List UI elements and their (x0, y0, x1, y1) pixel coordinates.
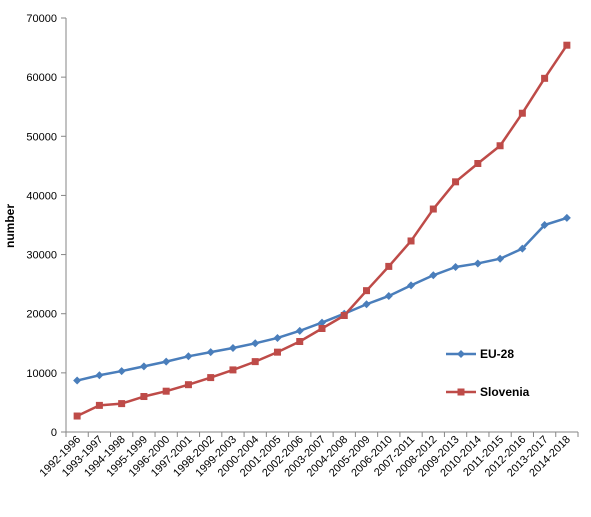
data-point (318, 325, 326, 332)
data-point (540, 221, 549, 229)
data-point (162, 387, 170, 395)
chart-axes (65, 18, 578, 433)
legend-marker (457, 350, 465, 358)
series-group (73, 41, 571, 420)
y-tick-label: 10000 (26, 368, 57, 380)
y-tick-label: 30000 (26, 250, 57, 262)
data-point (407, 281, 416, 290)
data-point (562, 213, 571, 222)
data-point (518, 109, 526, 117)
data-point (95, 371, 104, 380)
legend-label: Slovenia (480, 385, 530, 399)
data-point (318, 318, 326, 327)
data-point (73, 412, 81, 420)
y-tick-label: 60000 (26, 72, 57, 84)
data-point (206, 348, 215, 357)
data-point (117, 367, 126, 376)
y-tick-label: 40000 (26, 190, 57, 202)
data-point (295, 326, 304, 335)
data-point (273, 348, 281, 356)
data-point (228, 344, 237, 353)
y-axis-ticks: 0 10000 20000 30000 40000 50000 60000 70000 (26, 13, 66, 439)
data-point (118, 400, 126, 408)
data-point (340, 311, 348, 319)
data-point (541, 74, 549, 82)
y-tick-label: 0 (51, 427, 57, 439)
data-point (140, 393, 148, 401)
data-point (518, 244, 527, 253)
data-point (73, 376, 82, 385)
legend-marker (457, 388, 465, 396)
series-eu-28 (73, 213, 571, 385)
data-point (251, 339, 260, 348)
data-point (452, 178, 460, 186)
data-point (207, 374, 215, 382)
data-point (184, 352, 193, 361)
data-point (362, 300, 371, 309)
data-point (496, 254, 505, 263)
legend-label: EU-28 (480, 347, 514, 361)
data-point (473, 259, 482, 268)
data-point (251, 358, 259, 366)
data-point (296, 338, 304, 346)
data-point (162, 357, 171, 366)
y-tick-label: 50000 (26, 131, 57, 143)
y-tick-label: 20000 (26, 309, 57, 321)
legend-item: Slovenia (446, 385, 530, 399)
data-point (496, 142, 504, 150)
data-point (385, 262, 393, 270)
data-point (429, 205, 437, 213)
data-point (95, 401, 103, 409)
x-axis-ticks: 1992-19961993-19971994-19981995-19991996… (38, 432, 579, 479)
data-point (184, 381, 192, 389)
legend: EU-28 Slovenia (446, 347, 530, 399)
data-point (407, 237, 415, 245)
y-axis-label: number (3, 204, 17, 248)
data-point (273, 333, 282, 342)
data-point (139, 362, 148, 371)
data-point (451, 262, 460, 271)
y-tick-label: 70000 (26, 13, 57, 25)
data-point (384, 291, 393, 300)
series-slovenia (73, 41, 571, 420)
legend-item: EU-28 (446, 347, 514, 361)
data-point (363, 287, 371, 295)
data-point (474, 159, 482, 167)
data-point (229, 366, 237, 374)
data-point (563, 41, 571, 49)
data-point (429, 271, 438, 280)
